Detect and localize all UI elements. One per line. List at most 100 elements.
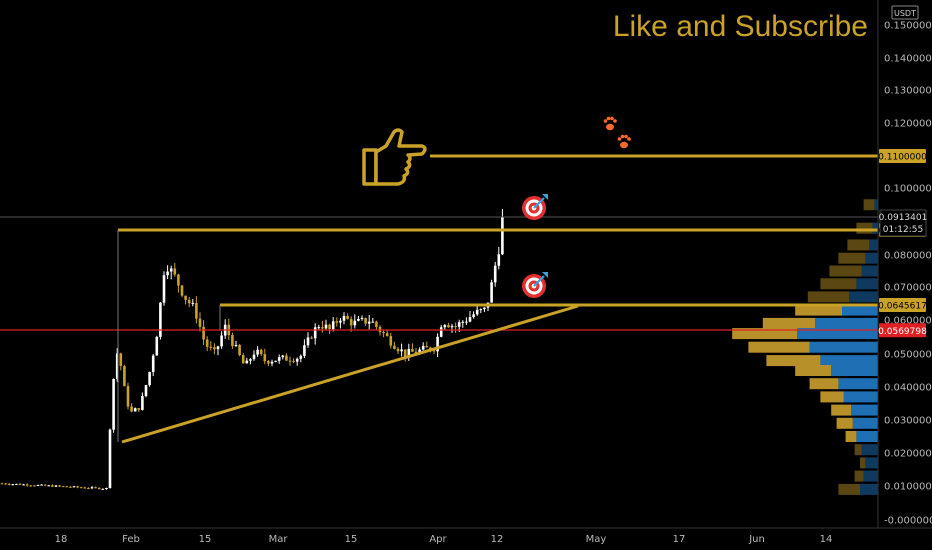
time-tick-label: 12 xyxy=(491,534,504,545)
candle-body xyxy=(166,271,169,276)
candle-body xyxy=(425,345,429,348)
candle-body xyxy=(324,324,328,329)
candle-body xyxy=(400,349,403,352)
candle-body xyxy=(18,483,22,485)
candle-body xyxy=(436,336,439,352)
rising-trendline xyxy=(121,304,579,444)
candle-body xyxy=(353,320,357,326)
candle-body xyxy=(310,337,313,339)
candle-body xyxy=(119,353,123,367)
candle-body xyxy=(177,274,180,286)
candle-body xyxy=(61,486,65,488)
volume-profile-bar xyxy=(863,470,878,482)
price-tick-label: -0.0000000 xyxy=(884,516,932,527)
candle-body xyxy=(141,396,144,410)
candle-body xyxy=(461,321,465,323)
candle-body xyxy=(155,336,159,356)
candle-body xyxy=(277,357,281,361)
chart-title: Like and Subscribe xyxy=(613,10,868,43)
last-price-flag: 0.0913401 01:12:55 xyxy=(879,209,928,237)
volume-profile-bar xyxy=(856,222,873,234)
price-level-label: 0.0569798 xyxy=(878,327,927,337)
time-tick-label: 15 xyxy=(199,534,212,545)
volume-profile-bar xyxy=(863,199,875,211)
candle-body xyxy=(15,483,18,485)
volume-profile-bar xyxy=(820,391,844,403)
candle-body xyxy=(169,268,173,272)
candle-body xyxy=(7,484,11,486)
candle-body xyxy=(371,321,375,323)
candle-body xyxy=(295,358,299,362)
candle-body xyxy=(130,406,133,412)
time-axis-ticks: 18 Feb 15 Mar 15 Apr 12 May 17 Jun 14 xyxy=(55,534,833,545)
candle-body xyxy=(25,484,29,486)
last-price-value: 0.0913401 xyxy=(879,213,928,223)
target-icon xyxy=(522,272,548,298)
volume-profile-bar xyxy=(869,239,878,251)
price-level-label: 0.1100000 xyxy=(878,153,927,163)
time-tick-label: 17 xyxy=(673,534,686,545)
candle-body xyxy=(393,345,396,349)
candle-body xyxy=(94,487,97,489)
candle-body xyxy=(58,485,61,487)
candle-body xyxy=(263,354,267,362)
candle-body xyxy=(11,484,15,486)
candle-body xyxy=(306,337,310,346)
candle-body xyxy=(159,302,162,337)
price-level-flag xyxy=(879,297,926,312)
candle-body xyxy=(274,360,277,362)
candle-body xyxy=(385,333,389,337)
volume-profile-bar xyxy=(852,417,878,429)
price-level-flag xyxy=(879,149,926,163)
volume-profile-bar xyxy=(831,365,878,376)
candle-body xyxy=(335,321,339,323)
candle-body xyxy=(342,316,346,321)
volume-profile-bar xyxy=(732,328,797,340)
candle-body xyxy=(133,408,137,412)
volume-profile-bar xyxy=(843,391,878,403)
candle-body xyxy=(241,355,245,364)
time-tick-label: May xyxy=(586,534,607,545)
volume-profile-bar xyxy=(849,291,878,303)
candles xyxy=(0,208,504,490)
candle-body xyxy=(202,326,205,340)
candle-body xyxy=(321,327,324,329)
volume-profile-bar xyxy=(860,457,866,469)
candle-body xyxy=(115,353,119,379)
volume-profile-bar xyxy=(854,470,864,482)
candle-body xyxy=(87,488,90,490)
candle-body xyxy=(43,484,47,486)
volume-profile-bar xyxy=(809,378,839,390)
candle-body xyxy=(403,349,407,357)
currency-badge: USDT xyxy=(891,5,919,20)
volume-profile-bar xyxy=(860,483,878,495)
candle-body xyxy=(112,378,115,430)
candle-body xyxy=(375,321,378,327)
candle-body xyxy=(317,327,321,329)
svg-text:USDT: USDT xyxy=(894,9,916,18)
candle-body xyxy=(252,354,256,360)
candle-body xyxy=(299,355,303,359)
volume-profile-bar xyxy=(766,355,821,367)
candle-body xyxy=(472,314,475,318)
candle-body xyxy=(184,295,187,300)
candle-body xyxy=(339,320,342,323)
volume-profile-bar xyxy=(795,365,832,376)
candle-body xyxy=(270,361,274,364)
price-tick-label: 0.0100000 xyxy=(884,482,932,493)
candle-body xyxy=(396,348,400,352)
candle-body xyxy=(54,485,58,487)
volume-profile-bar xyxy=(815,317,878,329)
candle-body xyxy=(191,302,195,304)
candle-body xyxy=(349,318,353,326)
candle-body xyxy=(148,372,151,386)
candle-body xyxy=(51,485,54,487)
candle-body xyxy=(213,347,216,350)
candle-body xyxy=(346,316,349,319)
